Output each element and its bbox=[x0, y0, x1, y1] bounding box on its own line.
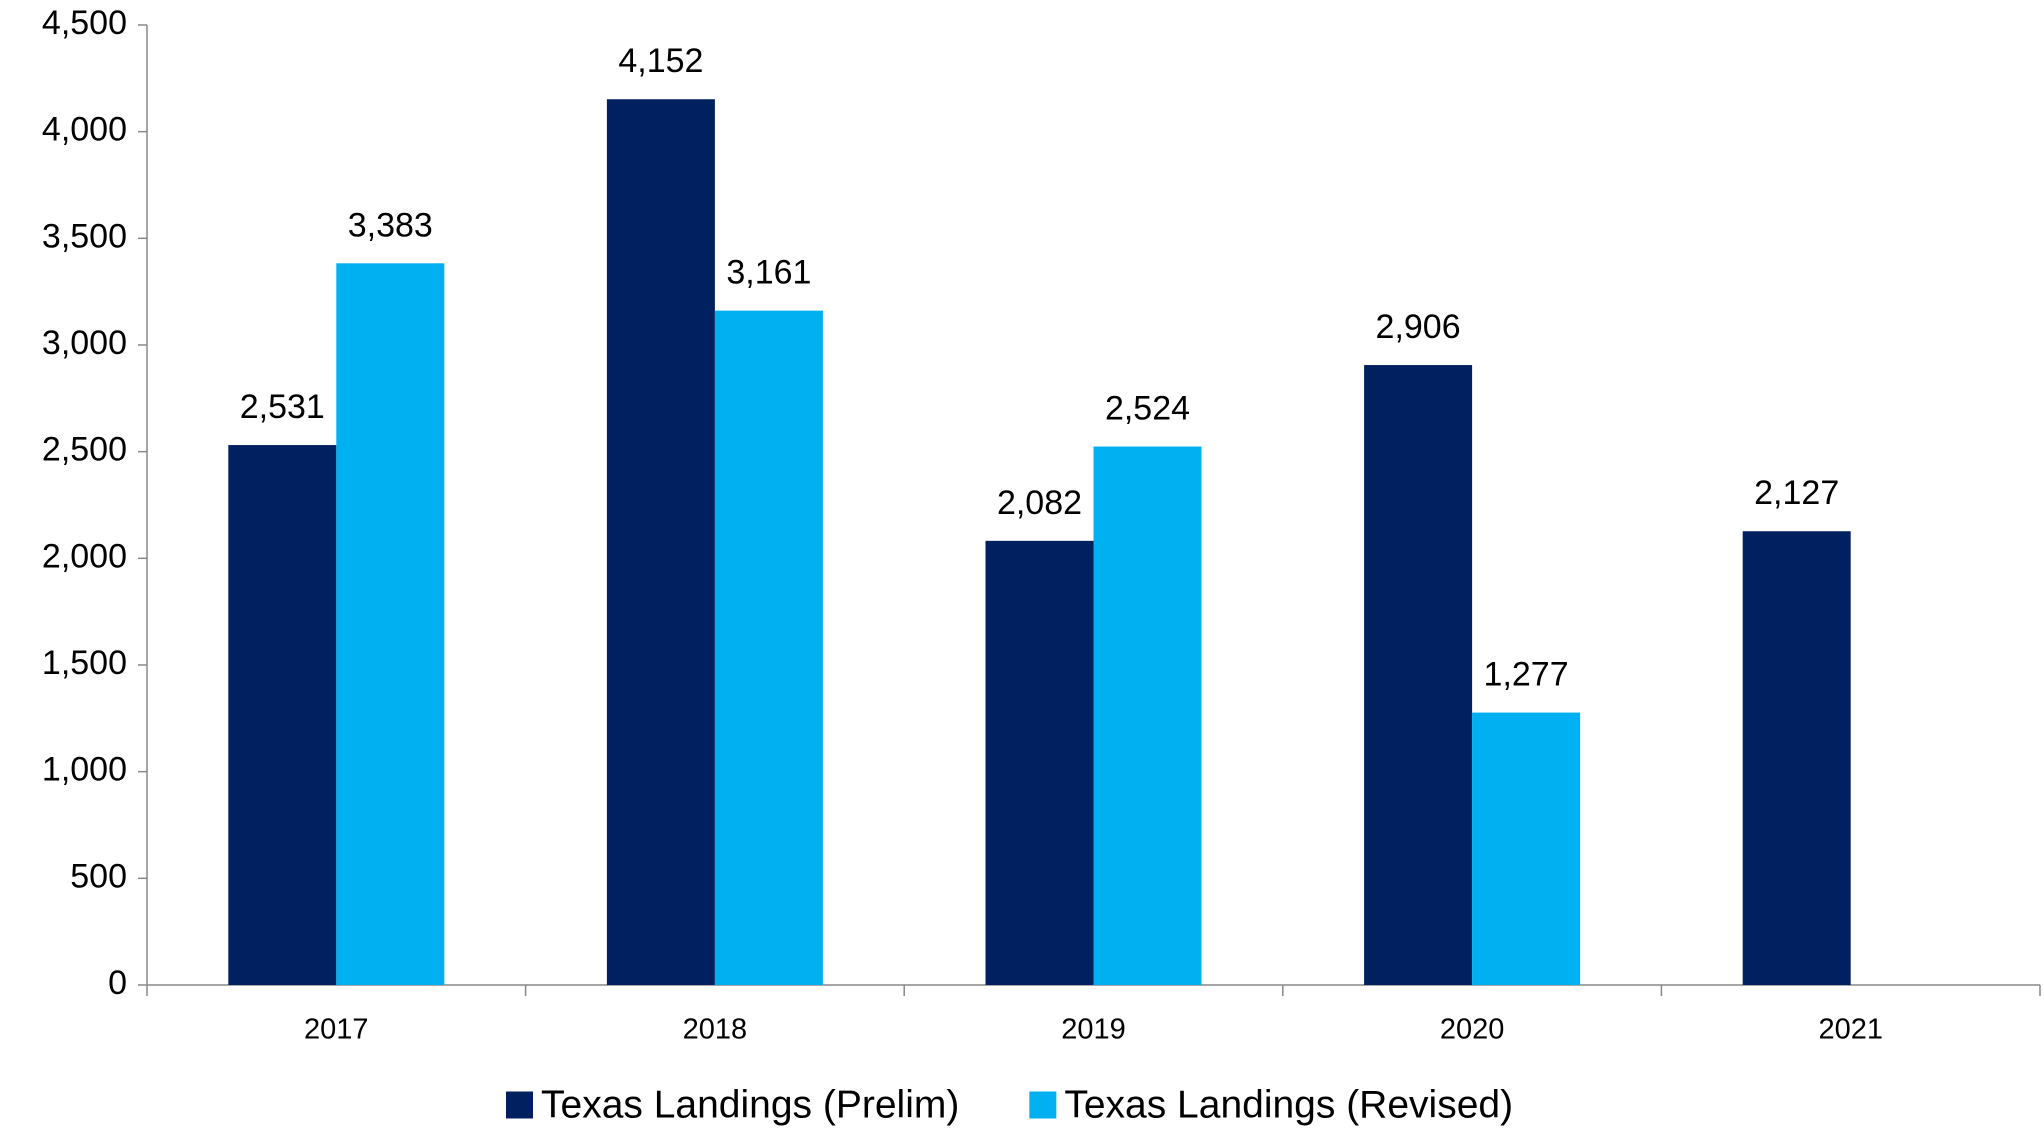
data-label: 2,906 bbox=[1376, 308, 1461, 346]
y-tick-label: 4,000 bbox=[42, 111, 127, 149]
data-label: 2,127 bbox=[1754, 474, 1839, 512]
bar bbox=[1364, 365, 1473, 985]
data-label: 4,152 bbox=[618, 42, 703, 80]
y-tick-label: 3,000 bbox=[42, 324, 127, 362]
bar bbox=[606, 99, 715, 986]
legend-label: Texas Landings (Revised) bbox=[1064, 1083, 1513, 1126]
bar bbox=[1093, 446, 1202, 986]
legend-swatch bbox=[1029, 1091, 1057, 1119]
x-tick-label: 2017 bbox=[304, 1014, 369, 1046]
bar bbox=[1472, 712, 1581, 985]
data-label: 2,531 bbox=[240, 388, 325, 426]
y-tick-label: 2,000 bbox=[42, 537, 127, 575]
y-tick-label: 1,500 bbox=[42, 644, 127, 682]
legend-label: Texas Landings (Prelim) bbox=[541, 1083, 959, 1126]
y-tick-label: 3,500 bbox=[42, 217, 127, 255]
y-tick-label: 1,000 bbox=[42, 751, 127, 789]
y-tick-label: 0 bbox=[108, 964, 127, 1002]
bar bbox=[1742, 531, 1851, 985]
bar bbox=[714, 310, 823, 985]
x-tick-label: 2018 bbox=[683, 1014, 748, 1046]
y-tick-label: 500 bbox=[70, 857, 127, 895]
x-tick-label: 2019 bbox=[1061, 1014, 1126, 1046]
x-tick-label: 2020 bbox=[1440, 1014, 1505, 1046]
y-tick-label: 4,500 bbox=[42, 4, 127, 42]
legend-swatch bbox=[506, 1091, 533, 1119]
x-tick-label: 2021 bbox=[1818, 1014, 1883, 1046]
y-tick-label: 2,500 bbox=[42, 431, 127, 469]
data-label: 2,524 bbox=[1105, 390, 1190, 428]
bar bbox=[228, 445, 337, 985]
data-label: 2,082 bbox=[997, 484, 1082, 522]
data-label: 3,161 bbox=[726, 254, 811, 292]
data-label: 3,383 bbox=[348, 206, 433, 244]
bar bbox=[336, 263, 445, 985]
data-label: 1,277 bbox=[1484, 656, 1569, 694]
bar bbox=[985, 540, 1094, 985]
